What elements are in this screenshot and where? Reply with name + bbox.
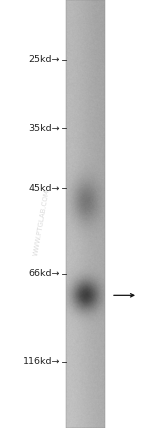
Text: WWW.PTGLAB.COM: WWW.PTGLAB.COM: [33, 189, 51, 256]
Text: 25kd→: 25kd→: [28, 55, 60, 65]
Text: 35kd→: 35kd→: [28, 124, 60, 133]
Bar: [66, 0, 105, 428]
Text: 66kd→: 66kd→: [28, 269, 60, 279]
Text: 116kd→: 116kd→: [22, 357, 60, 366]
Text: 45kd→: 45kd→: [28, 184, 60, 193]
